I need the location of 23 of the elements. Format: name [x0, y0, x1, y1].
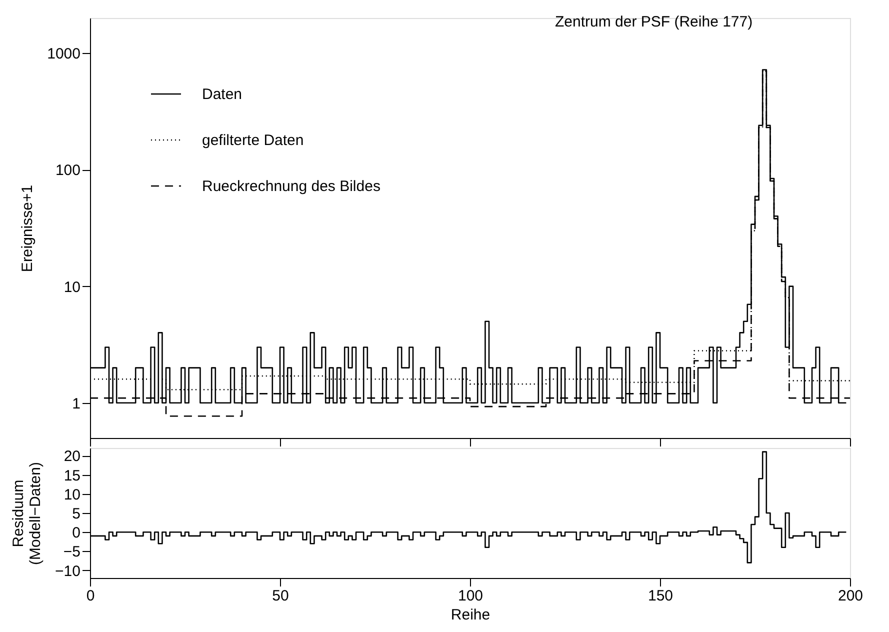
- x-axis-title: Reihe: [450, 606, 490, 624]
- annotation: Zentrum der PSF (Reihe 177): [555, 14, 753, 31]
- legend-label: Rueckrechnung des Bildes: [202, 178, 380, 195]
- y-tick-label: 1: [72, 395, 80, 412]
- y-tick-label: 0: [72, 524, 80, 542]
- x-tick-label: 50: [272, 588, 289, 604]
- x-tick-label: 200: [838, 588, 864, 604]
- y-tick-label: 5: [72, 506, 80, 522]
- x-tick-label: 0: [86, 588, 95, 604]
- legend-label: gefilterte Daten: [202, 132, 304, 149]
- y-tick-label: 100: [55, 162, 80, 180]
- y-tick-label: 1000: [47, 46, 80, 63]
- y-tick-label: 10: [64, 278, 80, 296]
- x-tick-label: 100: [458, 588, 484, 604]
- y-axis-title: Residuum (Modell−Daten): [10, 462, 44, 565]
- legend-label: Daten: [202, 86, 242, 103]
- y-tick-label: 20: [64, 448, 80, 466]
- y-tick-label: 15: [64, 467, 80, 484]
- y-axis-title: Ereignisse+1: [19, 184, 36, 272]
- y-tick-label: −5: [63, 544, 80, 561]
- y-tick-label: −10: [55, 562, 80, 580]
- y-tick-label: 10: [64, 486, 80, 504]
- x-tick-label: 150: [648, 588, 674, 604]
